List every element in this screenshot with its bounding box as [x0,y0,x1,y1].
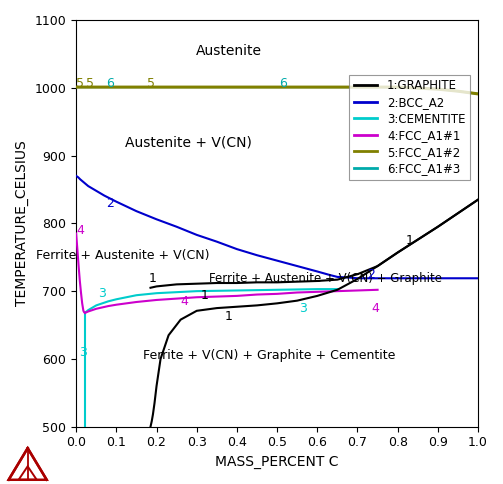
Text: 5: 5 [86,77,94,90]
Text: 1: 1 [148,272,156,286]
Text: 3: 3 [99,287,106,301]
Text: Austenite: Austenite [196,44,262,58]
Text: 6: 6 [106,77,114,90]
Text: 2: 2 [368,269,376,281]
Text: 2: 2 [106,197,114,210]
Text: Ferrite + Austenite + V(CN): Ferrite + Austenite + V(CN) [36,249,209,262]
Text: Ferrite + Austenite + V(CN) + Graphite: Ferrite + Austenite + V(CN) + Graphite [209,272,442,286]
Text: 3: 3 [299,302,307,315]
Text: 1: 1 [201,289,209,302]
Text: Ferrite + V(CN) + Graphite + Cementite: Ferrite + V(CN) + Graphite + Cementite [143,349,395,362]
Text: 1: 1 [225,310,233,323]
Y-axis label: TEMPERATURE_CELSIUS: TEMPERATURE_CELSIUS [15,140,29,306]
Text: 5: 5 [146,77,154,90]
Text: 1: 1 [406,234,413,247]
Text: 4: 4 [181,295,189,308]
Text: 4: 4 [372,302,379,315]
Text: 4: 4 [76,224,84,237]
Legend: 1:GRAPHITE, 2:BCC_A2, 3:CEMENTITE, 4:FCC_A1#1, 5:FCC_A1#2, 6:FCC_A1#3: 1:GRAPHITE, 2:BCC_A2, 3:CEMENTITE, 4:FCC… [349,75,470,180]
Text: 3: 3 [78,346,87,359]
Text: Austenite + V(CN): Austenite + V(CN) [125,135,252,149]
X-axis label: MASS_PERCENT C: MASS_PERCENT C [215,455,339,469]
Text: 5: 5 [76,77,84,90]
Text: 6: 6 [279,77,287,90]
